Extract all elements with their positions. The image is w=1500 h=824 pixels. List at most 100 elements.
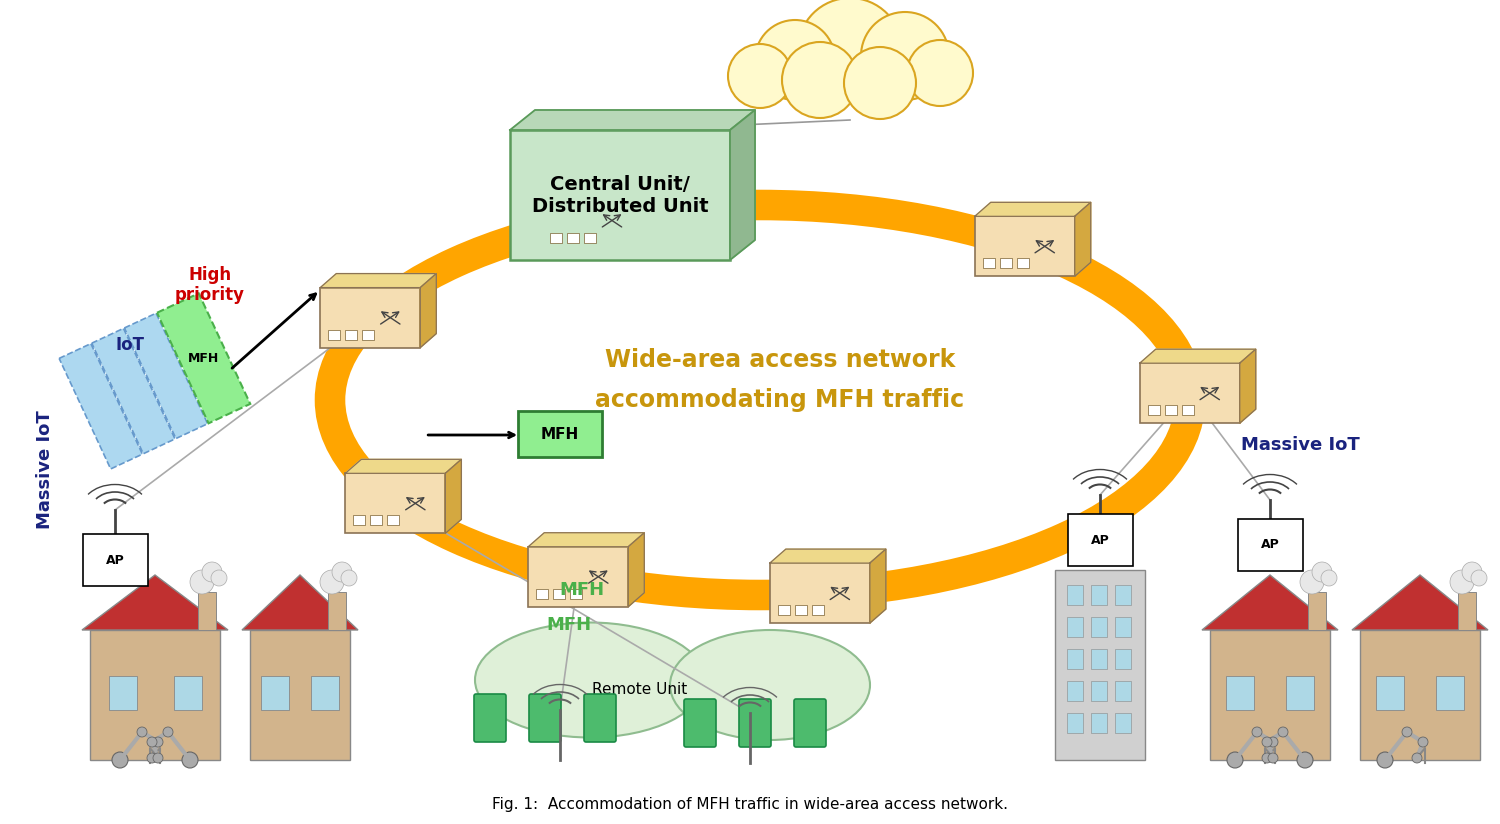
Circle shape (1298, 752, 1312, 768)
Circle shape (1268, 753, 1278, 763)
Circle shape (332, 562, 352, 582)
Circle shape (1312, 562, 1332, 582)
Polygon shape (1239, 349, 1256, 424)
Bar (108, 676, 136, 709)
Bar (1068, 514, 1132, 566)
Bar (1066, 649, 1083, 669)
Text: MFH: MFH (542, 427, 579, 442)
Bar (198, 592, 216, 630)
Circle shape (147, 753, 158, 763)
Bar (795, 605, 807, 615)
Bar (778, 605, 790, 615)
Bar (1286, 676, 1314, 709)
Bar (1114, 681, 1131, 701)
Bar (90, 630, 220, 760)
Text: MFH: MFH (560, 581, 604, 599)
Bar (542, 190, 642, 250)
FancyBboxPatch shape (58, 344, 142, 469)
FancyBboxPatch shape (92, 329, 176, 454)
FancyBboxPatch shape (124, 313, 207, 438)
Polygon shape (528, 533, 645, 547)
Circle shape (861, 12, 950, 100)
Circle shape (1227, 752, 1244, 768)
Circle shape (798, 0, 901, 102)
Circle shape (1412, 753, 1422, 763)
Text: Fig. 1:  Accommodation of MFH traffic in wide-area access network.: Fig. 1: Accommodation of MFH traffic in … (492, 797, 1008, 812)
Circle shape (754, 20, 836, 100)
Text: Wide-area access network
accommodating MFH traffic: Wide-area access network accommodating M… (596, 349, 964, 412)
Polygon shape (628, 533, 645, 606)
Bar (251, 630, 350, 760)
Bar (510, 130, 730, 260)
FancyBboxPatch shape (794, 699, 826, 747)
Polygon shape (242, 575, 358, 630)
Circle shape (164, 727, 172, 737)
FancyBboxPatch shape (740, 699, 771, 747)
Bar (1114, 713, 1131, 733)
FancyBboxPatch shape (584, 694, 616, 742)
Circle shape (211, 570, 226, 586)
Bar (528, 547, 628, 606)
Circle shape (320, 570, 344, 594)
Text: Massive IoT: Massive IoT (36, 410, 54, 529)
Bar (321, 288, 420, 348)
Circle shape (112, 752, 128, 768)
Circle shape (1262, 753, 1272, 763)
Bar (1436, 676, 1464, 709)
Bar (975, 217, 1074, 276)
Circle shape (1450, 570, 1474, 594)
Bar (1090, 649, 1107, 669)
Bar (1114, 649, 1131, 669)
Bar (1376, 676, 1404, 709)
Circle shape (1377, 752, 1394, 768)
Polygon shape (82, 575, 228, 630)
Bar (1226, 676, 1254, 709)
Polygon shape (542, 176, 658, 190)
Text: MFH: MFH (188, 352, 219, 365)
Polygon shape (1352, 575, 1488, 630)
Bar (1066, 681, 1083, 701)
Bar (363, 330, 375, 339)
Polygon shape (321, 274, 436, 288)
Bar (1182, 405, 1194, 415)
Bar (1114, 617, 1131, 637)
Bar (354, 515, 366, 526)
Bar (328, 592, 346, 630)
Bar (1066, 585, 1083, 605)
Bar (1308, 592, 1326, 630)
Text: AP: AP (1090, 533, 1110, 546)
Circle shape (1462, 562, 1482, 582)
Bar (584, 232, 596, 242)
Bar (345, 330, 357, 339)
Polygon shape (1202, 575, 1338, 630)
Circle shape (782, 42, 858, 118)
Circle shape (153, 753, 164, 763)
Text: IoT: IoT (116, 336, 144, 354)
Circle shape (182, 752, 198, 768)
Bar (370, 515, 382, 526)
Bar (1360, 630, 1480, 760)
Text: AP: AP (1260, 539, 1280, 551)
Bar (550, 232, 562, 242)
Bar (1210, 630, 1330, 760)
Bar (1066, 713, 1083, 733)
Polygon shape (730, 110, 754, 260)
Circle shape (1268, 737, 1278, 747)
Bar (567, 232, 579, 242)
Circle shape (340, 570, 357, 586)
Circle shape (153, 737, 164, 747)
FancyBboxPatch shape (474, 694, 506, 742)
Text: High
priority: High priority (176, 265, 244, 304)
Bar (770, 563, 870, 623)
Circle shape (1402, 727, 1411, 737)
Bar (537, 588, 549, 599)
Circle shape (190, 570, 214, 594)
Bar (1148, 405, 1160, 415)
Circle shape (202, 562, 222, 582)
Bar (1164, 405, 1176, 415)
Bar (1238, 519, 1302, 571)
Bar (1090, 681, 1107, 701)
Bar (1114, 585, 1131, 605)
Circle shape (844, 47, 916, 119)
Circle shape (1300, 570, 1324, 594)
